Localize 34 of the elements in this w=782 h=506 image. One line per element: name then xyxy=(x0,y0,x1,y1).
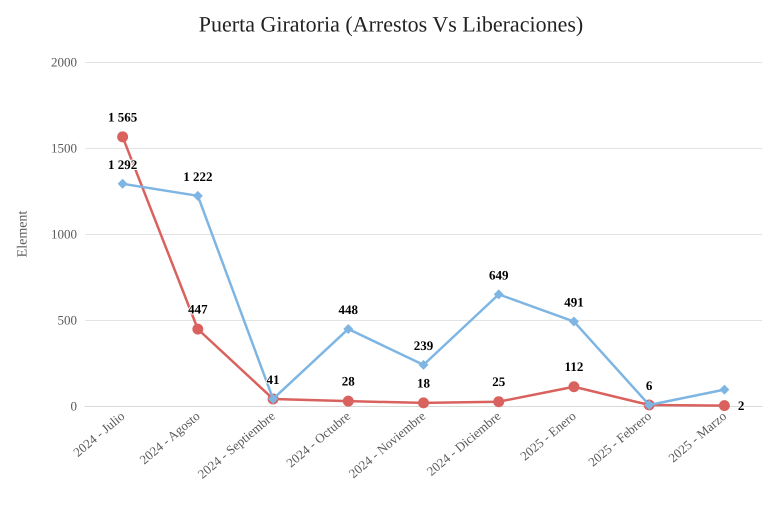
data-label: 1 565 xyxy=(108,109,138,124)
y-axis-title: Element xyxy=(16,210,30,258)
point xyxy=(493,396,504,408)
data-label: 649 xyxy=(488,267,509,282)
data-label: 239 xyxy=(414,338,434,353)
y-tick-label: 1000 xyxy=(51,226,77,242)
data-label: 112 xyxy=(564,359,584,374)
data-label: 25 xyxy=(492,374,506,390)
data-label: 18 xyxy=(417,375,430,390)
point xyxy=(192,324,204,335)
point xyxy=(343,324,354,334)
y-tick-label: 500 xyxy=(58,312,77,328)
point xyxy=(719,384,730,395)
point xyxy=(117,131,128,142)
point xyxy=(118,178,128,189)
y-tick-label: 0 xyxy=(70,398,77,414)
data-label: 491 xyxy=(564,294,584,310)
point xyxy=(418,397,429,408)
point xyxy=(494,289,504,300)
data-label: 28 xyxy=(342,374,356,389)
data-label: 6 xyxy=(646,378,653,393)
point xyxy=(418,360,428,370)
y-tick-label: 2000 xyxy=(51,54,77,70)
data-label: 2 xyxy=(738,398,744,414)
y-tick-label: 1500 xyxy=(51,140,77,156)
point xyxy=(568,381,580,392)
data-label: 448 xyxy=(338,302,359,317)
chart-title: Puerta Giratoria (Arrestos Vs Liberaciones) xyxy=(198,12,584,36)
point xyxy=(192,190,203,201)
point xyxy=(568,316,579,327)
data-label: 1 222 xyxy=(183,168,212,184)
data-label: 41 xyxy=(266,372,280,387)
point xyxy=(718,400,730,412)
point xyxy=(342,396,354,407)
